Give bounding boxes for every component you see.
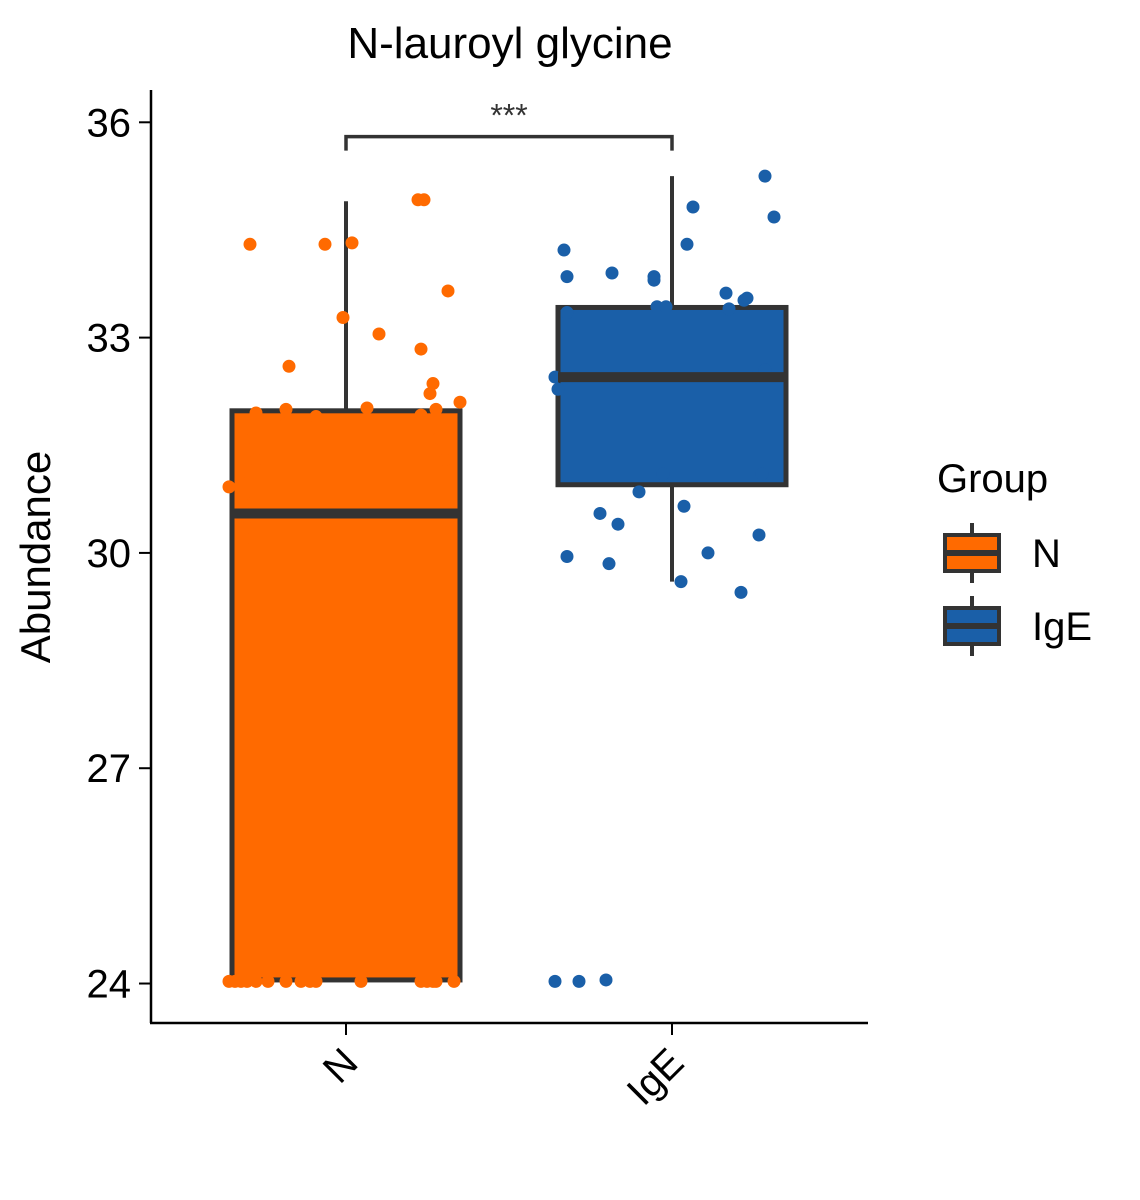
data-point — [447, 974, 461, 988]
data-point — [243, 474, 257, 488]
data-point — [677, 499, 691, 513]
series-n — [222, 193, 467, 988]
data-point — [249, 453, 263, 467]
data-point — [560, 550, 574, 563]
plot-area — [222, 169, 789, 988]
data-point — [429, 420, 443, 434]
y-axis-title: Abundance — [12, 451, 59, 664]
legend-items: N IgE — [943, 523, 1092, 656]
data-point — [414, 342, 428, 356]
legend-title: Group — [937, 457, 1048, 501]
data-point — [435, 442, 449, 456]
data-point — [282, 359, 296, 373]
significance-label: *** — [490, 98, 527, 134]
y-tick-label: 36 — [87, 101, 132, 145]
legend-label: N — [1032, 532, 1061, 576]
legend-item-ige: IgE — [943, 596, 1092, 656]
data-point — [249, 406, 263, 420]
data-point — [632, 485, 646, 499]
data-point — [722, 302, 736, 316]
data-point — [560, 305, 574, 319]
data-point — [309, 974, 323, 988]
data-point — [701, 546, 715, 560]
data-point — [423, 387, 437, 401]
data-point — [246, 431, 260, 445]
data-point — [438, 453, 452, 467]
data-point — [755, 467, 769, 481]
data-point — [560, 270, 574, 284]
data-point — [246, 496, 260, 510]
data-point — [593, 506, 607, 520]
data-point — [674, 575, 688, 589]
data-point — [336, 311, 350, 325]
data-point — [237, 532, 251, 546]
data-point — [345, 236, 359, 250]
box-n — [229, 408, 463, 983]
data-point — [758, 169, 772, 183]
data-point — [441, 284, 455, 298]
data-point — [294, 974, 308, 988]
data-point — [656, 467, 670, 481]
data-point — [605, 266, 619, 280]
data-point — [599, 973, 613, 987]
data-point — [279, 402, 293, 416]
legend-item-n: N — [943, 523, 1061, 583]
data-point — [372, 327, 386, 341]
data-point — [572, 974, 586, 988]
data-point — [734, 585, 748, 599]
data-point — [611, 517, 625, 531]
data-point — [234, 542, 248, 556]
data-point — [279, 974, 293, 988]
box-ige — [555, 304, 789, 488]
data-point — [767, 210, 781, 224]
data-point — [680, 237, 694, 251]
data-point — [240, 974, 254, 988]
y-tick-label: 30 — [87, 532, 132, 576]
data-point — [249, 974, 263, 988]
data-point — [279, 417, 293, 431]
data-point — [222, 480, 236, 494]
data-point — [432, 431, 446, 445]
x-tick-label: IgE — [619, 1040, 693, 1114]
data-point — [318, 237, 332, 251]
data-point — [309, 410, 323, 424]
data-point — [602, 557, 616, 571]
data-point — [740, 291, 754, 305]
significance-bracket: *** — [344, 98, 674, 151]
data-point — [453, 395, 467, 409]
data-point — [659, 300, 673, 314]
data-point — [354, 974, 368, 988]
series-ige — [548, 169, 789, 988]
data-point — [650, 300, 664, 314]
data-point — [426, 377, 440, 391]
y-tick-label: 24 — [87, 963, 132, 1007]
x-tick-label: N — [315, 1040, 367, 1092]
significance-bracket-line — [344, 134, 674, 151]
data-point — [261, 974, 275, 988]
data-point — [551, 382, 565, 396]
data-point — [557, 243, 571, 257]
data-point — [686, 200, 700, 214]
data-point — [719, 286, 733, 300]
data-point — [752, 528, 766, 542]
data-point — [360, 401, 374, 415]
chart-title: N-lauroyl glycine — [347, 19, 672, 68]
y-tick-label: 27 — [87, 747, 132, 791]
data-point — [548, 974, 562, 988]
data-point — [243, 237, 257, 251]
data-point — [429, 974, 443, 988]
data-point — [429, 402, 443, 416]
y-axis-ticks: 24 27 30 33 36 — [87, 101, 151, 1007]
data-point — [417, 193, 431, 207]
legend-label: IgE — [1032, 605, 1092, 649]
x-axis-ticks: N IgE — [315, 1023, 693, 1114]
data-point — [647, 273, 661, 287]
legend: Group N IgE — [937, 457, 1092, 656]
y-tick-label: 33 — [87, 317, 132, 361]
